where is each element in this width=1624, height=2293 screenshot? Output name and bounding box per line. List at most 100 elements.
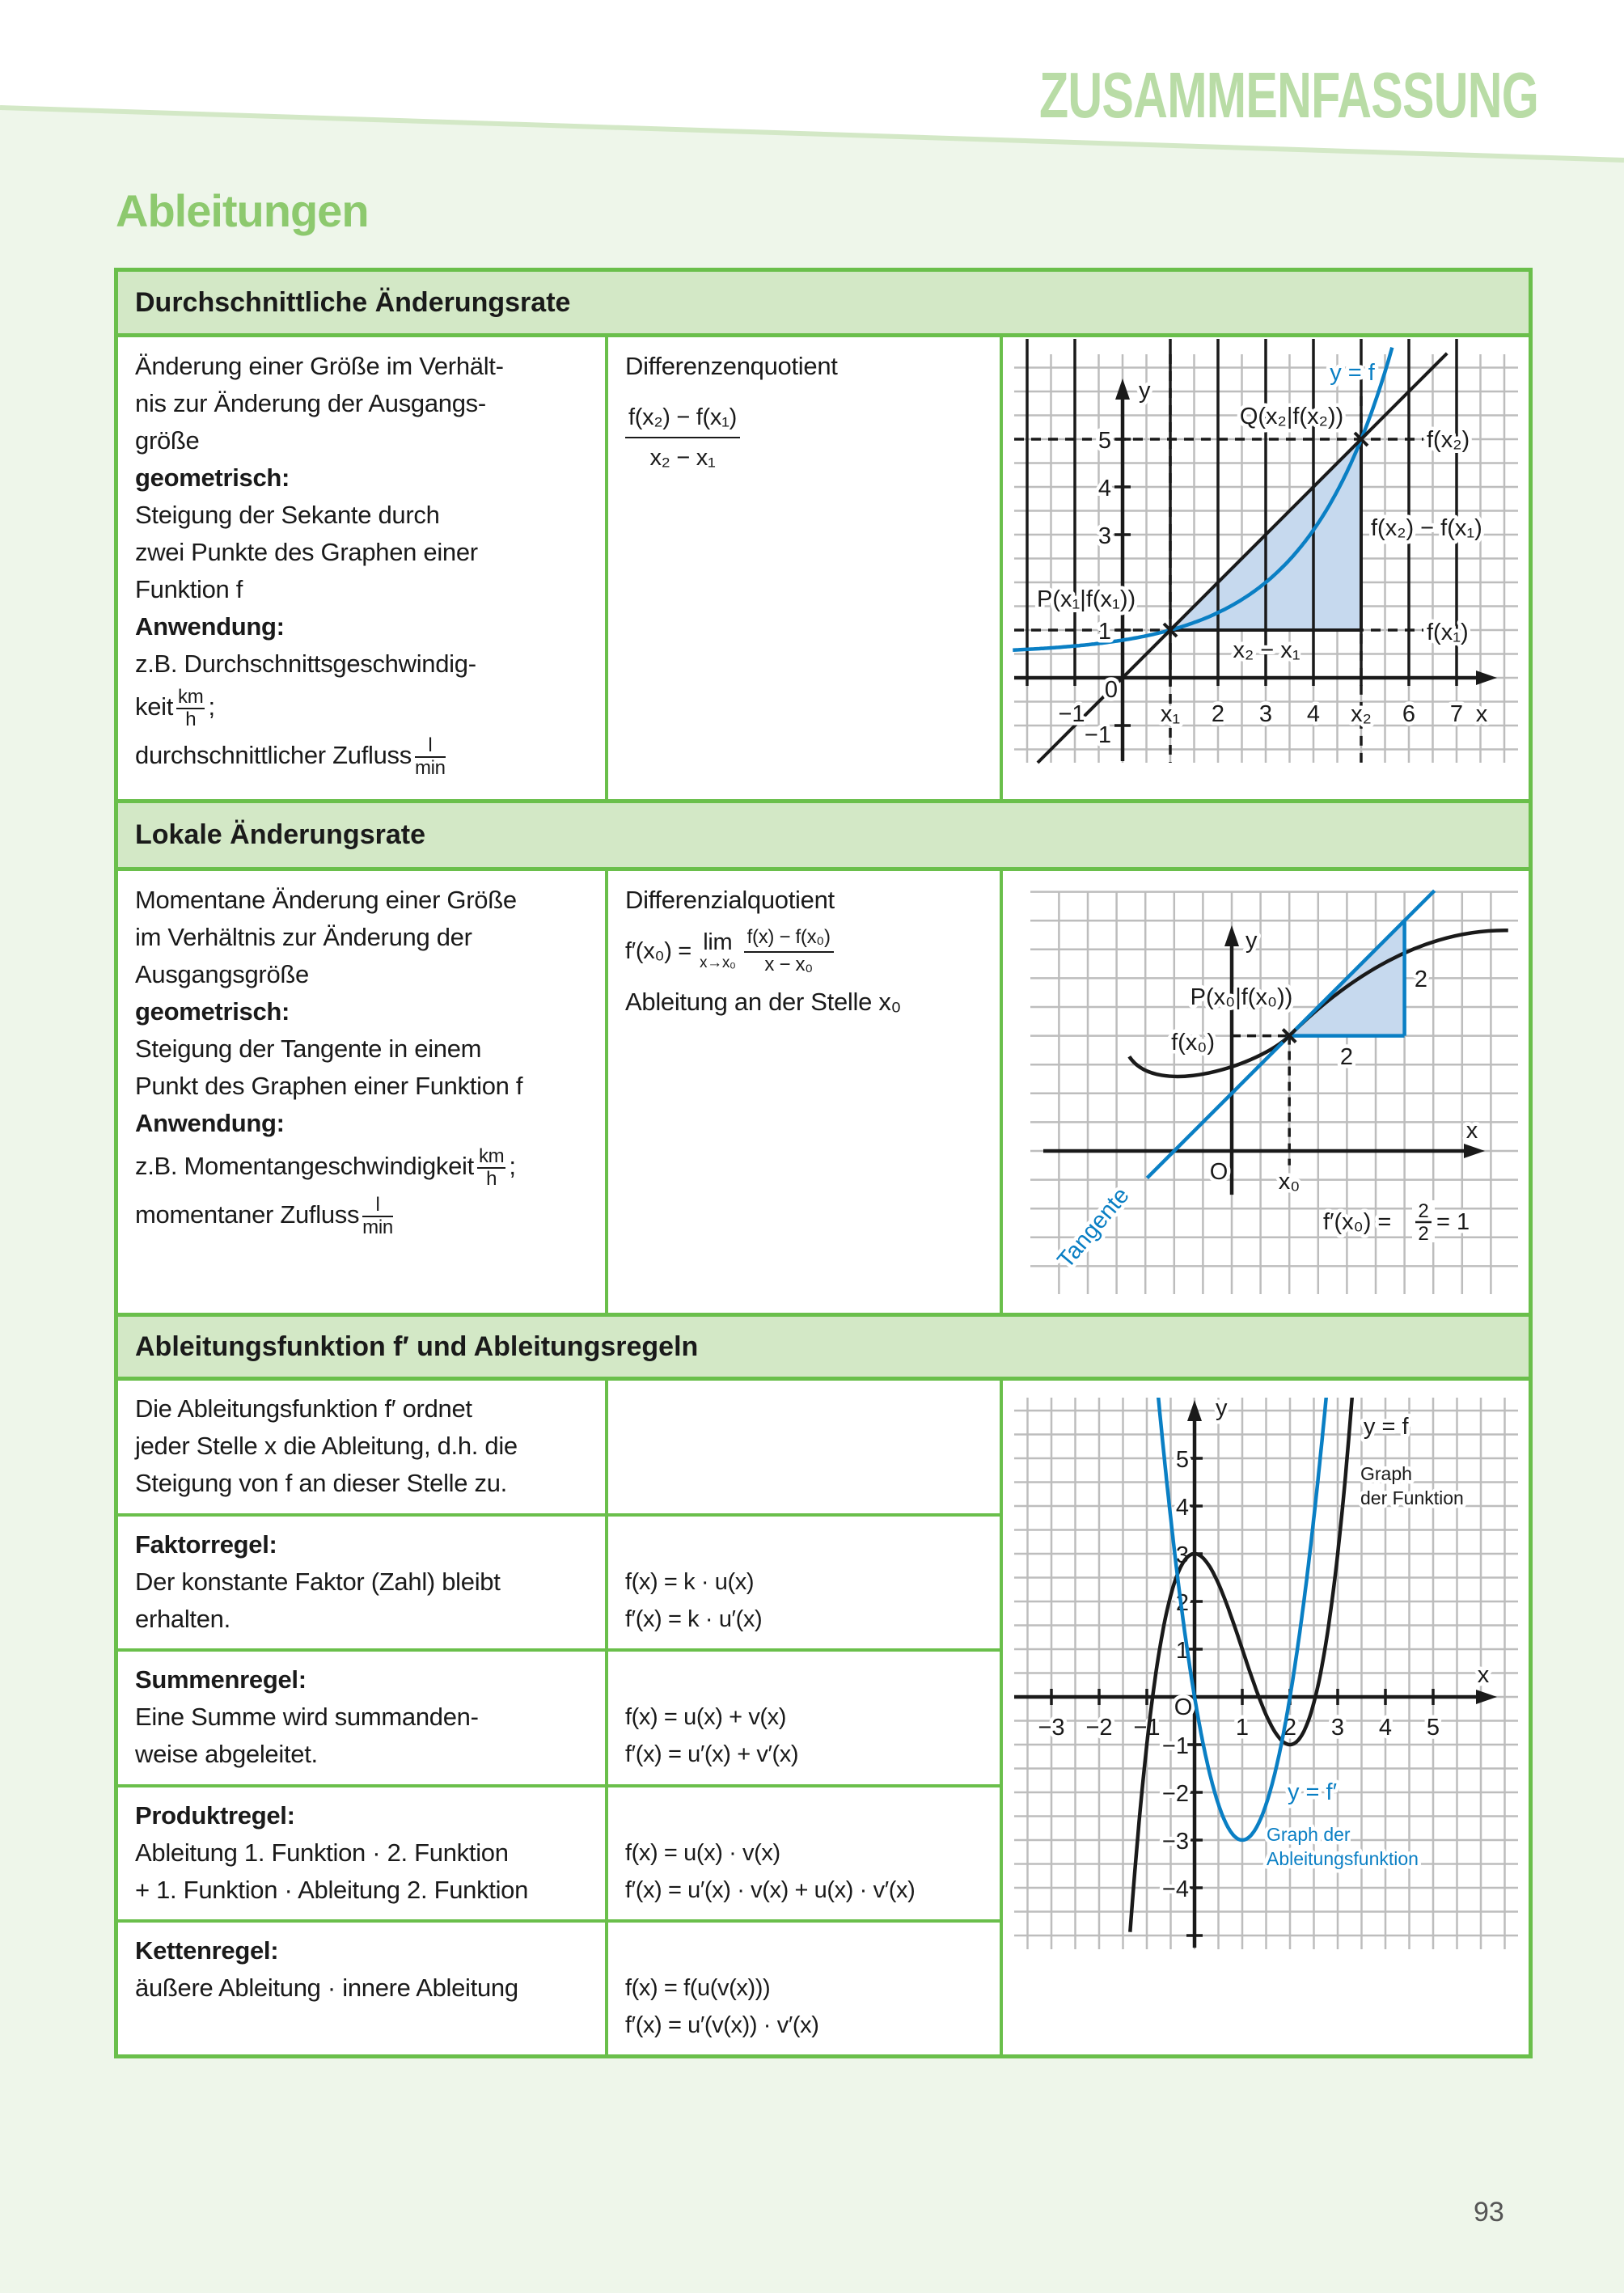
text-line-with-unit: z.B. Momentangeschwindigkeit km h; bbox=[135, 1142, 522, 1191]
formula-line: f′(x) = u′(x) · v(x) + u(x) · v′(x) bbox=[625, 1877, 916, 1903]
rule-product-formulas: f(x) = u(x) · v(x) f′(x) = u′(x) · v(x) … bbox=[625, 1834, 916, 1909]
y-tick-label: −4 bbox=[1162, 1876, 1189, 1902]
y-axis-arrowhead bbox=[1115, 379, 1130, 400]
rule-factor: Faktorregel: Der konstante Faktor (Zahl)… bbox=[135, 1526, 501, 1638]
rule-sum-formulas: f(x) = u(x) + v(x) f′(x) = u′(x) + v′(x) bbox=[625, 1699, 799, 1773]
text-line: Ausgangsgröße bbox=[135, 960, 309, 988]
row-divider bbox=[118, 1648, 1001, 1652]
x-tick-label: 4 bbox=[1379, 1715, 1392, 1741]
heading-text: Durchschnittliche Änderungsrate bbox=[135, 286, 571, 318]
text-line: größe bbox=[135, 426, 200, 455]
f-prime-caption-line: Ableitungsfunktion bbox=[1267, 1848, 1419, 1869]
y-axis-arrowhead bbox=[1224, 925, 1239, 946]
point-q-label: Q(x₂|f(x₂)) bbox=[1240, 404, 1343, 429]
text-line: äußere Ableitung · innere Ableitung bbox=[135, 1974, 518, 2002]
text-line: Änderung einer Größe im Verhält- bbox=[135, 352, 504, 380]
y-tick-label: −1 bbox=[1162, 1733, 1189, 1759]
section-heading-derivative-rules: Ableitungsfunktion f′ und Ableitungsrege… bbox=[118, 1313, 1529, 1381]
section-heading-local-rate: Lokale Änderungsrate bbox=[118, 799, 1529, 871]
formula-line: f′(x) = u′(v(x)) · v′(x) bbox=[625, 2012, 819, 2038]
x-tick-label: −1 bbox=[1058, 701, 1085, 727]
curve-f bbox=[1013, 346, 1394, 652]
y-tick-label: 5 bbox=[1176, 1447, 1189, 1473]
heading-text: Ableitungsfunktion f′ und Ableitungsrege… bbox=[135, 1331, 699, 1362]
text-line: + 1. Funktion · Ableitung 2. Funktion bbox=[135, 1876, 529, 1904]
fx2-label: f(x₂) bbox=[1427, 427, 1470, 453]
geometric-label: geometrisch: bbox=[135, 463, 290, 492]
application-label: Anwendung: bbox=[135, 1109, 285, 1137]
denominator: x − x₀ bbox=[764, 954, 813, 975]
rule-name: Produktregel: bbox=[135, 1801, 295, 1830]
lim-text: lim bbox=[703, 929, 733, 955]
section-heading-average-rate: Durchschnittliche Änderungsrate bbox=[118, 268, 1529, 337]
rule-product: Produktregel: Ableitung 1. Funktion · 2.… bbox=[135, 1797, 528, 1909]
curve-label: y = f bbox=[1330, 360, 1376, 386]
x-tick-label: 3 bbox=[1331, 1715, 1344, 1741]
f-caption-line: Graph bbox=[1360, 1463, 1412, 1484]
y-tick-label: 4 bbox=[1176, 1495, 1189, 1521]
text-line: nis zur Änderung der Ausgangs- bbox=[135, 389, 486, 417]
rise-label: f(x₂) − f(x₁) bbox=[1371, 515, 1482, 541]
unit-numerator: km bbox=[476, 1144, 506, 1169]
text: momentaner Zufluss bbox=[135, 1200, 360, 1229]
application-label: Anwendung: bbox=[135, 612, 285, 641]
rule-name: Summenregel: bbox=[135, 1665, 307, 1694]
x-axis-label: x bbox=[1466, 1118, 1478, 1144]
secant-graph: y = f y Q(x₂|f(x₂)) f(x₂) f(x₂) − f(x₁) P(x₁|… bbox=[1013, 339, 1518, 764]
unit-numerator: l bbox=[414, 734, 446, 758]
unit-fraction: l min bbox=[362, 1194, 393, 1238]
text-line: zwei Punkte des Graphen einer bbox=[135, 538, 478, 566]
numerator: f(x₂) − f(x₁) bbox=[625, 401, 740, 438]
text-line-with-unit: keit km h; bbox=[135, 683, 504, 731]
unit-denominator: h bbox=[486, 1167, 497, 1190]
formula-line: f(x) = k · u(x) bbox=[625, 1569, 755, 1595]
x-tick-label: 5 bbox=[1427, 1715, 1440, 1741]
formula-title: Differenzialquotient bbox=[625, 886, 835, 914]
x-tick-label: 7 bbox=[1450, 701, 1463, 727]
text-line: Steigung der Tangente in einem bbox=[135, 1034, 482, 1063]
x-tick-label: −3 bbox=[1038, 1715, 1064, 1741]
unit-denominator: min bbox=[414, 756, 446, 779]
f-prime-label: y = f′ bbox=[1288, 1779, 1337, 1805]
formula-line: f(x) = u(x) + v(x) bbox=[625, 1704, 787, 1730]
text: keit bbox=[135, 692, 174, 721]
run-label: 2 bbox=[1340, 1044, 1353, 1070]
point-q-marker bbox=[1353, 431, 1369, 447]
unit-fraction: l min bbox=[414, 734, 446, 779]
x-tick-label: x₂ bbox=[1351, 701, 1372, 727]
heading-text: Lokale Änderungsrate bbox=[135, 819, 425, 850]
text-line: weise abgeleitet. bbox=[135, 1740, 318, 1768]
column-divider bbox=[605, 869, 608, 1314]
rule-factor-formulas: f(x) = k · u(x) f′(x) = k · u′(x) bbox=[625, 1563, 763, 1638]
unit-fraction: km h bbox=[176, 686, 205, 730]
header-divider bbox=[0, 105, 1624, 163]
origin-label: 0 bbox=[1105, 677, 1118, 703]
page-title: Ableitungen bbox=[116, 185, 370, 236]
page-number: 93 bbox=[1474, 2197, 1504, 2227]
curve-f-prime bbox=[1157, 1398, 1328, 1842]
differential-quotient-formula: f′(x₀) = lim x→x₀ f(x) − f(x₀) x − x₀ bbox=[625, 919, 901, 984]
slope-label-rhs: = 1 bbox=[1436, 1209, 1470, 1235]
x0-label: x₀ bbox=[1279, 1169, 1300, 1195]
text-line-with-unit: momentaner Zufluss l min bbox=[135, 1191, 522, 1239]
column-divider bbox=[1000, 336, 1003, 801]
text-line: z.B. Durchschnittsgeschwindig- bbox=[135, 649, 476, 678]
curve-f bbox=[1128, 1398, 1354, 1932]
x-tick-label: 2 bbox=[1212, 701, 1224, 727]
x-axis-arrowhead bbox=[1464, 1144, 1485, 1158]
row-divider bbox=[118, 1513, 1001, 1517]
grid bbox=[1030, 891, 1518, 1294]
formula-line: f(x) = f(u(v(x))) bbox=[625, 1975, 771, 2001]
section-tag: ZUSAMMENFASSUNG bbox=[1039, 59, 1539, 131]
y-axis-arrowhead bbox=[1187, 1400, 1202, 1421]
rule-sum: Summenregel: Eine Summe wird summanden- … bbox=[135, 1661, 479, 1773]
x-tick-label: 1 bbox=[1236, 1715, 1249, 1741]
separator: ; bbox=[208, 692, 215, 721]
formula-line: f(x) = u(x) · v(x) bbox=[625, 1840, 780, 1866]
text: durchschnittlicher Zufluss bbox=[135, 741, 412, 769]
x-tick-label: 4 bbox=[1307, 701, 1320, 727]
formula-note: Ableitung an der Stelle x₀ bbox=[625, 988, 902, 1016]
text-line: Steigung von f an dieser Stelle zu. bbox=[135, 1469, 507, 1497]
